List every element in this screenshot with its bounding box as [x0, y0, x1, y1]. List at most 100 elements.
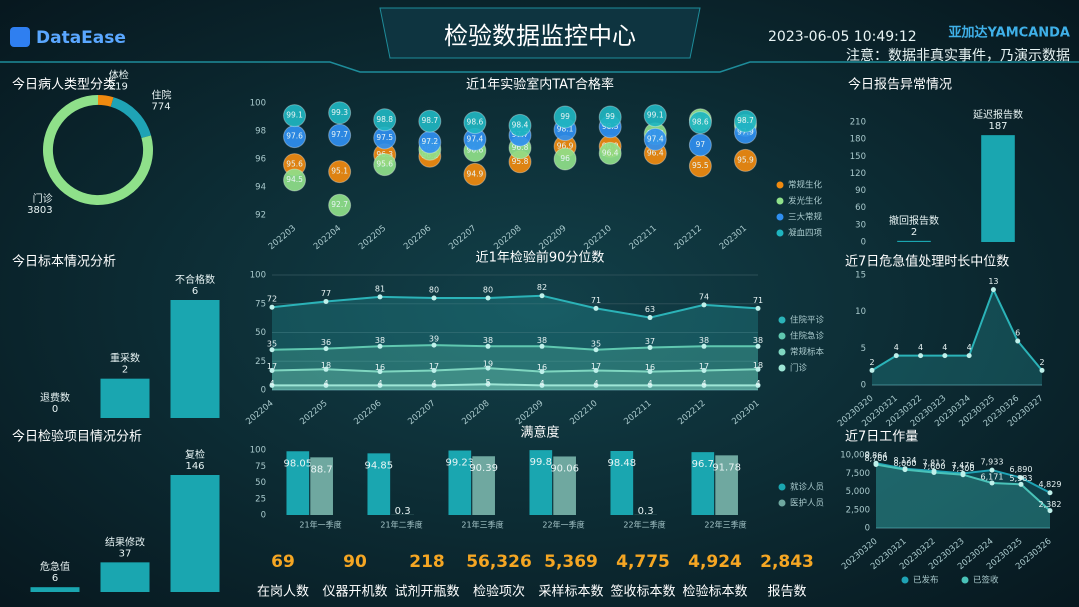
- bar-category: 撤回报告数: [889, 214, 939, 227]
- point-label: 8,864: [865, 451, 888, 460]
- point: [755, 343, 761, 349]
- point: [1015, 338, 1021, 344]
- bubble-label: 99.1: [286, 111, 303, 120]
- legend-swatch: [778, 499, 786, 507]
- point-label: 38: [753, 336, 763, 345]
- point-label: 7,600: [923, 462, 946, 471]
- kpi-name: 仪器开机数: [322, 585, 387, 600]
- chart-title: 近1年检验前90分位数: [476, 250, 605, 266]
- bubble: [508, 113, 532, 137]
- chart-title: 近1年实验室内TAT合格率: [466, 77, 614, 93]
- point: [485, 295, 491, 301]
- point: [593, 367, 599, 373]
- point: [593, 382, 599, 388]
- point-label: 74: [699, 292, 709, 301]
- point: [539, 343, 545, 349]
- bar-label: 99.23: [445, 458, 474, 469]
- bubble-label: 98.7: [737, 116, 754, 125]
- y-tick-label: 100: [250, 99, 266, 109]
- kpi-value: 218: [409, 552, 445, 572]
- bubble: [688, 133, 712, 157]
- bubble-label: 97.5: [376, 133, 393, 142]
- point-label: 18: [753, 361, 763, 370]
- y-tick-label: 210: [850, 118, 866, 128]
- y-tick-label: 180: [850, 135, 866, 145]
- bubble-label: 97.7: [331, 130, 348, 139]
- point-label: 6,890: [1010, 465, 1033, 474]
- bubble-label: 99: [605, 112, 615, 121]
- bubble: [643, 104, 667, 128]
- point: [869, 367, 875, 373]
- legend-label: 门诊: [790, 363, 808, 374]
- legend-label: 发光生化: [788, 196, 823, 207]
- bubble-label: 96.4: [602, 148, 619, 157]
- point: [931, 470, 937, 476]
- bar-label: 98.48: [607, 458, 636, 469]
- y-tick-label: 75: [255, 299, 266, 309]
- y-tick-label: 15: [855, 271, 866, 281]
- point-label: 4: [647, 379, 652, 388]
- bubble-label: 95.9: [737, 155, 754, 164]
- bar-label: 91.78: [712, 462, 741, 473]
- legend-label: 住院平诊: [790, 315, 825, 326]
- page-title: 检验数据监控中心: [444, 22, 636, 50]
- point-label: 4: [593, 379, 598, 388]
- point-label: 17: [591, 362, 601, 371]
- area-fill: [876, 463, 1050, 528]
- point: [647, 382, 653, 388]
- x-tick-label: 22年二季度: [623, 520, 665, 530]
- bubble-label: 95.6: [376, 160, 393, 169]
- slice-name: 住院: [151, 89, 171, 102]
- chart-title: 今日报告异常情况: [848, 77, 952, 93]
- point-label: 7,300: [952, 464, 975, 473]
- point-label: 2: [869, 358, 874, 367]
- kpi-name: 采样标本数: [538, 585, 603, 600]
- point: [755, 305, 761, 311]
- bubble: [463, 162, 487, 186]
- bubble-label: 97.4: [647, 134, 664, 143]
- point: [701, 302, 707, 308]
- line: [271, 294, 759, 319]
- point-label: 38: [375, 336, 385, 345]
- point: [647, 315, 653, 321]
- bubble-label: 97: [696, 140, 706, 149]
- bubble-label: 98.7: [421, 116, 438, 125]
- point-label: 38: [483, 336, 493, 345]
- point-label: 6,171: [981, 472, 1004, 481]
- point: [701, 343, 707, 349]
- bar: [897, 240, 931, 242]
- line: [272, 383, 758, 387]
- bar: [448, 450, 472, 515]
- kpi-value: 56,326: [466, 552, 532, 572]
- legend-label: 已签收: [973, 575, 999, 586]
- point-label: 80: [429, 286, 439, 295]
- line: [871, 287, 1043, 372]
- kpi-value: 90: [343, 552, 367, 572]
- legend-label: 住院急诊: [790, 331, 825, 342]
- bar-category: 不合格数: [175, 273, 215, 286]
- point-label: 2: [1039, 358, 1044, 367]
- title-frame: [379, 7, 701, 59]
- point: [323, 382, 329, 388]
- bubble: [373, 153, 397, 177]
- bubble-label: 95.6: [286, 160, 303, 169]
- bar-label: 187: [988, 121, 1007, 132]
- bar: [286, 451, 310, 515]
- point: [431, 367, 437, 373]
- bar: [170, 475, 220, 592]
- bubble-label: 95.5: [692, 161, 709, 170]
- y-tick-label: 7,500: [846, 469, 870, 479]
- y-tick-label: 25: [255, 494, 266, 504]
- point-label: 16: [537, 363, 547, 372]
- bubble-label: 98.6: [692, 118, 709, 127]
- point: [431, 295, 437, 301]
- point-label: 5,983: [1010, 474, 1033, 483]
- legend-swatch: [776, 197, 784, 205]
- bar-label: 0.3: [638, 506, 654, 517]
- point: [893, 353, 899, 359]
- kpi-value: 2,843: [760, 552, 814, 572]
- bar: [715, 455, 738, 515]
- point-label: 7,476: [952, 461, 975, 470]
- bar-label: 99.8: [530, 457, 552, 468]
- legend-swatch: [776, 229, 784, 237]
